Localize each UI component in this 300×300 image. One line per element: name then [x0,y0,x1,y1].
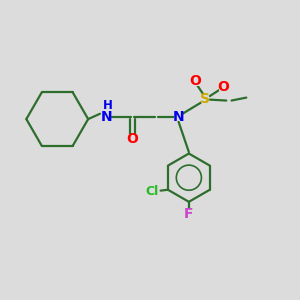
Text: Cl: Cl [145,185,158,198]
Text: N: N [100,110,112,124]
Text: S: S [200,92,210,106]
Bar [102,113,110,122]
Text: O: O [218,80,229,94]
Bar [201,95,209,103]
Text: H: H [103,99,112,112]
Bar [185,210,193,218]
Bar [191,77,200,86]
Text: O: O [190,74,202,88]
Text: O: O [126,131,138,146]
Bar [174,113,183,122]
Bar [128,134,136,142]
Bar [146,187,158,196]
Bar [219,83,227,92]
Text: N: N [173,110,184,124]
Text: F: F [184,207,194,221]
Bar [104,102,111,109]
